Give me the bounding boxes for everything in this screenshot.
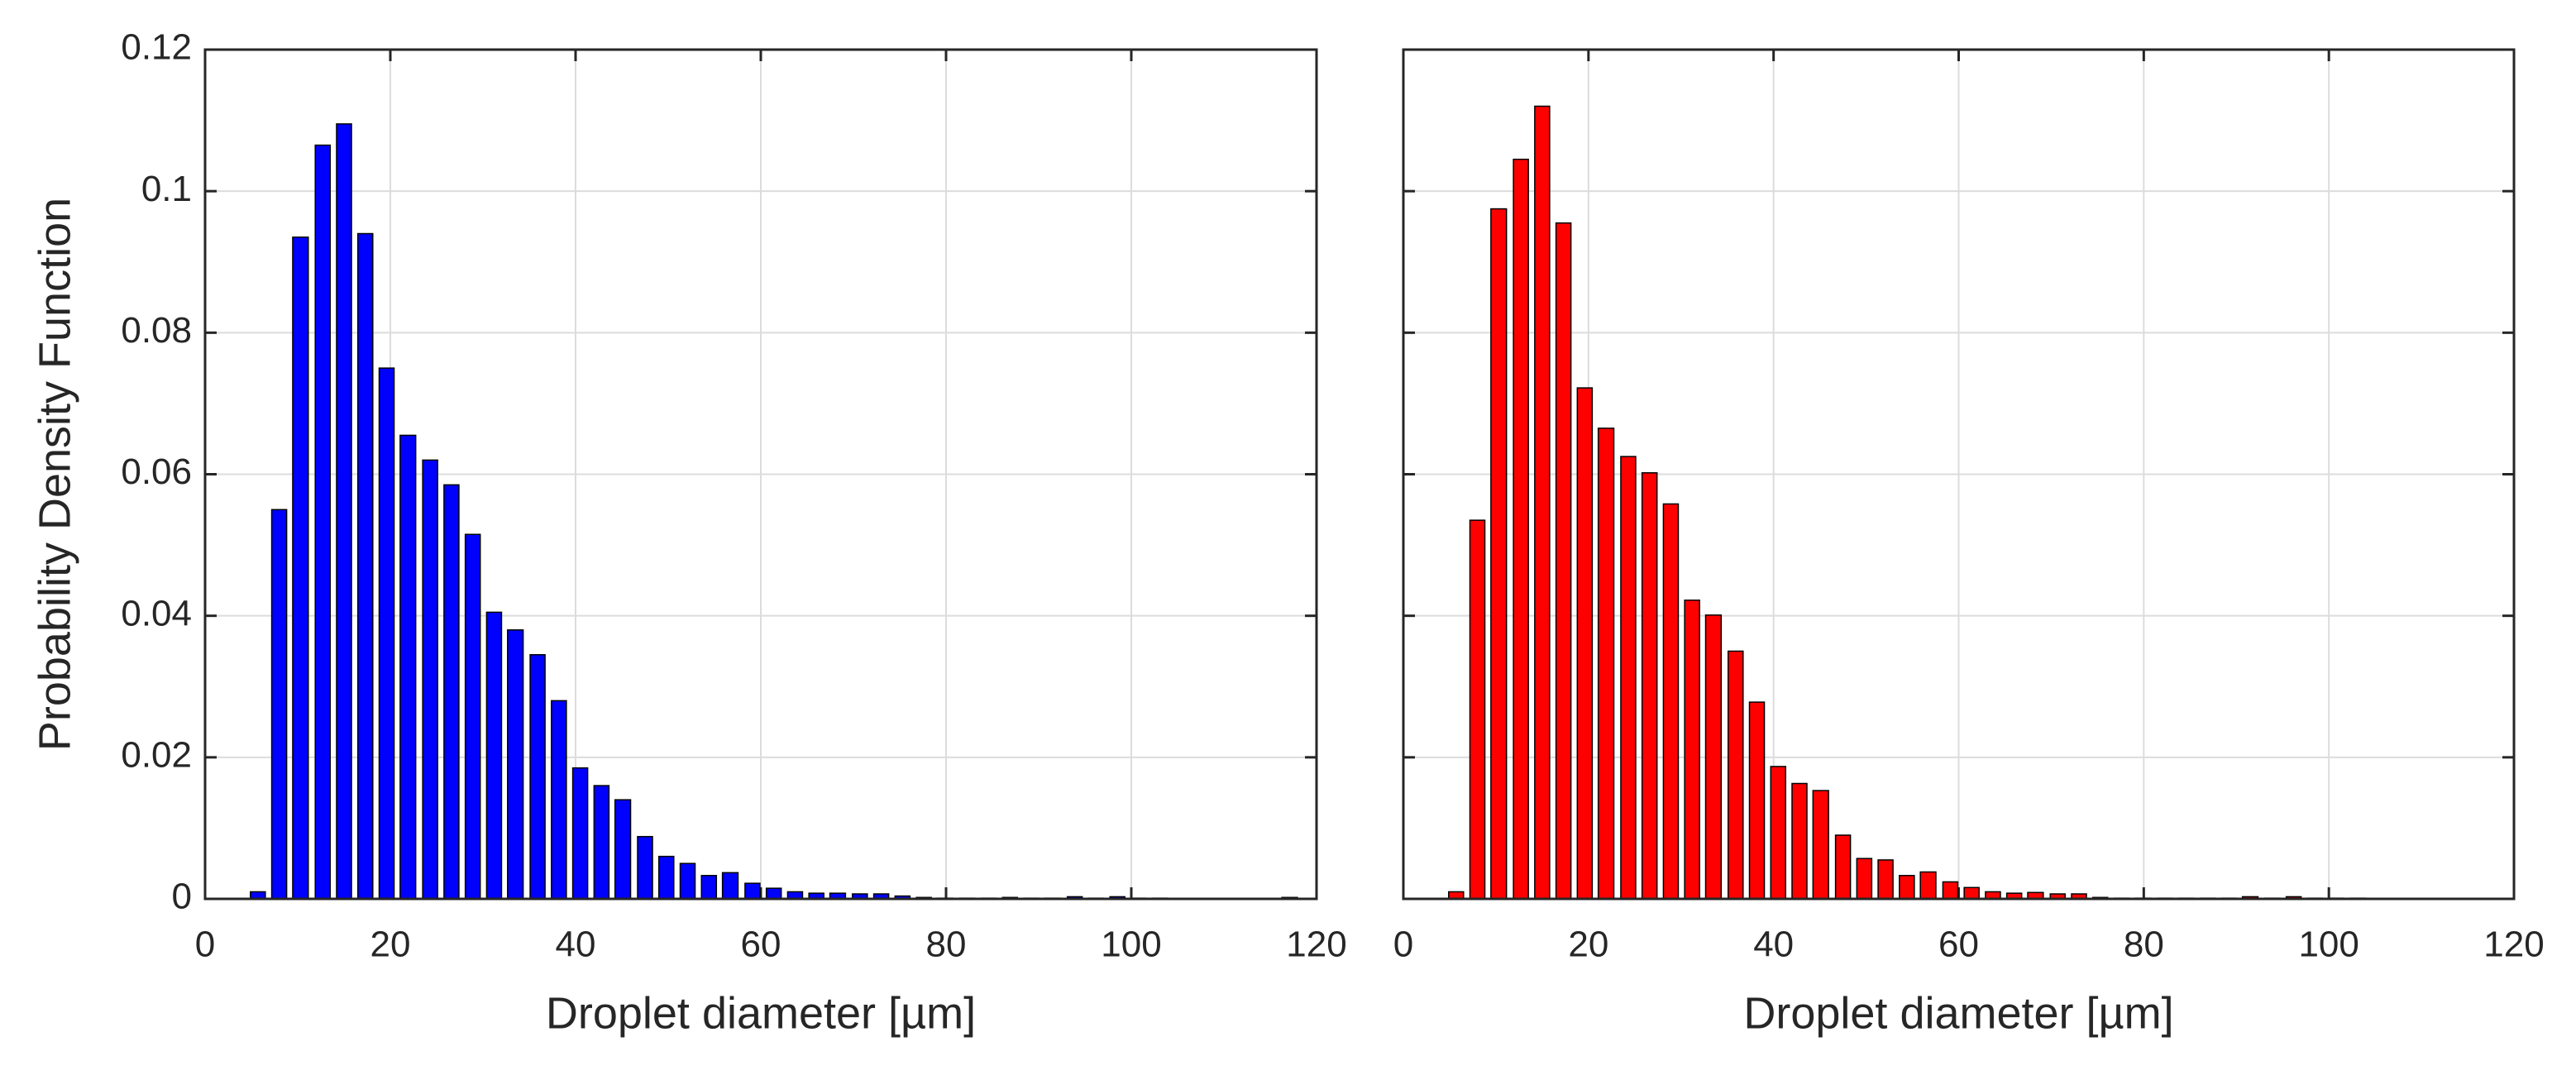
bar (637, 835, 653, 900)
x-tick-label: 40 (1753, 924, 1794, 965)
bar (1490, 208, 1508, 900)
bar (1620, 456, 1637, 900)
bar (292, 236, 309, 900)
bar (485, 611, 503, 900)
bar (700, 875, 718, 900)
bar (744, 882, 761, 900)
x-tick-label: 120 (1286, 924, 1346, 965)
x-tick-label: 20 (1568, 924, 1608, 965)
bar (378, 367, 395, 900)
bar (593, 785, 610, 900)
bar (507, 629, 524, 900)
bar (1597, 428, 1615, 900)
x-axis-label: Droplet diameter [µm] (546, 988, 976, 1038)
bar (721, 872, 739, 900)
x-tick-label: 0 (195, 924, 215, 965)
bar (1942, 881, 1959, 900)
y-tick-label: 0.04 (121, 593, 192, 633)
bar (336, 123, 352, 900)
bar (1834, 834, 1852, 900)
bar (1812, 790, 1829, 900)
bar (1877, 859, 1894, 900)
bar (1919, 871, 1937, 900)
y-tick-label: 0.12 (121, 27, 192, 68)
bar (1770, 766, 1787, 900)
bar (1728, 650, 1744, 900)
bar (571, 767, 589, 900)
x-tick-label: 80 (926, 924, 967, 965)
bar (464, 533, 481, 900)
bar (1704, 614, 1723, 900)
bar (765, 887, 782, 900)
plot-frame (203, 48, 1318, 901)
bar (679, 862, 696, 900)
bar (1899, 875, 1915, 900)
bar (551, 700, 567, 900)
bar (657, 855, 675, 900)
bar (614, 799, 632, 900)
bar (1791, 782, 1808, 900)
x-axis-label: Droplet diameter [µm] (1743, 988, 2173, 1038)
y-tick-label: 0 (172, 877, 192, 917)
bar (1684, 600, 1700, 900)
x-tick-label: 100 (1101, 924, 1161, 965)
x-tick-label: 40 (556, 924, 596, 965)
plot-frame (1402, 48, 2516, 901)
bar (529, 653, 546, 900)
x-tick-label: 0 (1393, 924, 1413, 965)
y-tick-label: 0.06 (121, 452, 192, 492)
x-tick-label: 80 (2124, 924, 2164, 965)
bar (1662, 503, 1680, 900)
bar (1513, 158, 1529, 900)
x-tick-label: 20 (370, 924, 411, 965)
bar (1576, 387, 1594, 900)
y-tick-label: 0.02 (121, 734, 192, 775)
y-axis-label: Probability Density Function (30, 198, 79, 751)
bar (314, 144, 332, 900)
bar (1748, 701, 1766, 900)
bar (1963, 886, 1980, 900)
bar (1555, 222, 1572, 900)
bar (399, 434, 417, 900)
bar (356, 232, 374, 900)
bar (443, 484, 460, 900)
bar (1641, 472, 1658, 900)
bar (270, 509, 288, 900)
bar (422, 459, 438, 900)
x-tick-label: 120 (2483, 924, 2544, 965)
bar (1534, 105, 1551, 900)
bar (1856, 858, 1873, 900)
x-tick-label: 100 (2298, 924, 2359, 965)
y-tick-label: 0.08 (121, 310, 192, 351)
x-tick-label: 60 (741, 924, 781, 965)
y-tick-label: 0.1 (141, 169, 192, 209)
x-tick-label: 60 (1938, 924, 1979, 965)
bar (1469, 519, 1486, 900)
